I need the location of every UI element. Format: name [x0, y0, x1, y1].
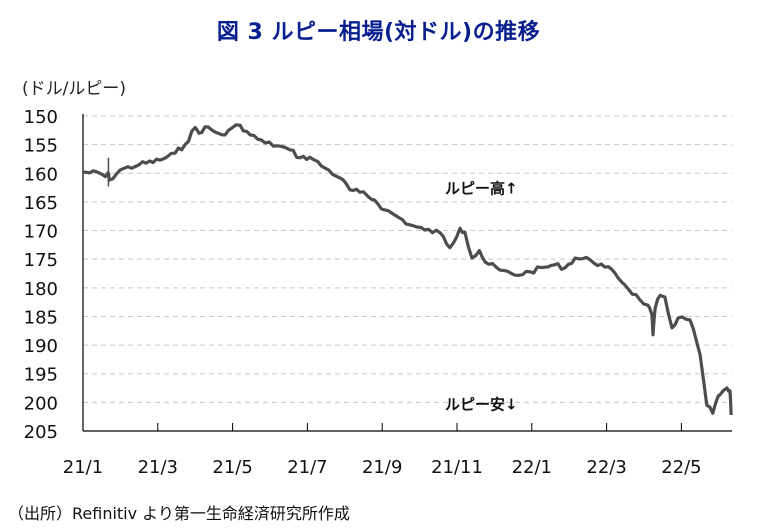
- y-axis-tick-labels: 150 155 160 165 170 175 180 185 190 195 200 205: [24, 107, 58, 443]
- y-tick-label: 185: [24, 307, 58, 328]
- y-axis-unit-label: (ドル/ルピー): [22, 79, 126, 99]
- y-tick-label: 165: [24, 193, 58, 214]
- x-tick-label: 21/3: [138, 457, 178, 478]
- y-tick-label: 175: [24, 250, 58, 271]
- annotation-label: ルピー安↓: [445, 396, 518, 414]
- y-tick-label: 170: [24, 222, 58, 243]
- x-tick-label: 22/3: [586, 457, 626, 478]
- y-tick-label: 180: [24, 279, 58, 300]
- annotations: ルピー高↑ ルピー安↓: [445, 180, 518, 414]
- y-tick-label: 190: [24, 336, 58, 357]
- y-tick-label: 205: [24, 422, 58, 443]
- source-note: （出所）Refinitiv より第一生命経済研究所作成: [8, 504, 350, 523]
- annotation-label: ルピー高↑: [445, 180, 518, 198]
- x-tick-label: 21/9: [362, 457, 402, 478]
- y-tick-label: 160: [24, 164, 58, 185]
- chart-title: 図 3 ルピー相場(対ドル)の推移: [216, 20, 541, 45]
- x-tick-label: 21/11: [431, 457, 483, 478]
- axes: [82, 114, 732, 432]
- rupee-rate-line: [82, 123, 733, 416]
- y-tick-label: 150: [24, 107, 58, 128]
- x-tick-label: 21/1: [63, 457, 103, 478]
- y-tick-label: 155: [24, 136, 58, 157]
- x-tick-label: 22/5: [661, 457, 701, 478]
- y-tick-label: 195: [24, 365, 58, 386]
- gridlines: [83, 115, 732, 403]
- x-tick-label: 22/1: [512, 457, 552, 478]
- x-tick-label: 21/7: [287, 457, 327, 478]
- y-tick-label: 200: [24, 393, 58, 414]
- x-axis-tick-labels: 21/1 21/3 21/5 21/7 21/9 21/11 22/1 22/3 22/5: [63, 457, 702, 478]
- x-tick-label: 21/5: [212, 457, 252, 478]
